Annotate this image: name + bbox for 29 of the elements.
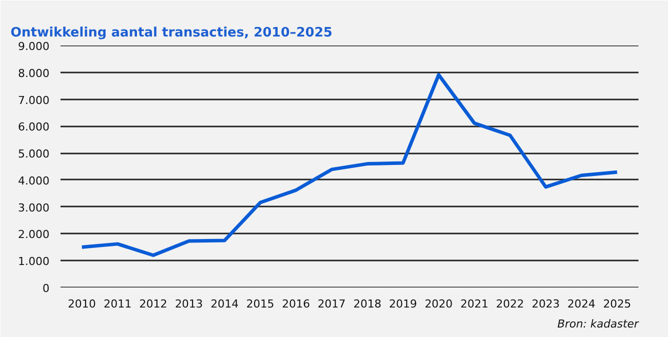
x-tick-label: 2025 <box>603 298 632 310</box>
x-tick-label: 2024 <box>567 298 596 310</box>
y-tick-label: 7.000 <box>18 94 50 107</box>
y-tick-label: 4.000 <box>18 174 50 188</box>
y-tick-label: 3.000 <box>18 201 50 214</box>
y-tick-label: 5.000 <box>18 148 50 161</box>
x-tick-label: 2010 <box>68 298 96 310</box>
y-tick-label: 0 <box>42 282 50 295</box>
x-tick-label: 2011 <box>104 298 132 310</box>
x-tick-label: 2022 <box>496 298 524 310</box>
y-tick-label: 1.000 <box>18 255 50 268</box>
x-tick-label: 2018 <box>353 298 382 310</box>
y-tick-label: 8.000 <box>18 66 50 80</box>
y-tick-label: 2.000 <box>18 228 50 242</box>
x-tick-label: 2017 <box>318 298 346 310</box>
x-tick-label: 2023 <box>532 298 560 310</box>
x-tick-label: 2015 <box>246 298 274 310</box>
x-tick-label: 2016 <box>282 298 310 310</box>
text: Bron: kadaster <box>557 318 640 330</box>
x-tick-label: 2013 <box>174 298 203 310</box>
y-tick-label: 6.000 <box>18 120 50 134</box>
chart-title: Ontwikkeling aantal transacties, 2010–2025 <box>10 26 332 40</box>
x-tick-label: 2019 <box>389 298 418 310</box>
y-tick-label: 9.000 <box>18 40 50 53</box>
x-tick-label: 2014 <box>210 298 239 310</box>
x-tick-label: 2020 <box>424 298 453 310</box>
x-tick-label: 2021 <box>460 298 488 310</box>
line-series <box>80 73 619 257</box>
x-tick-label: 2012 <box>139 298 168 310</box>
